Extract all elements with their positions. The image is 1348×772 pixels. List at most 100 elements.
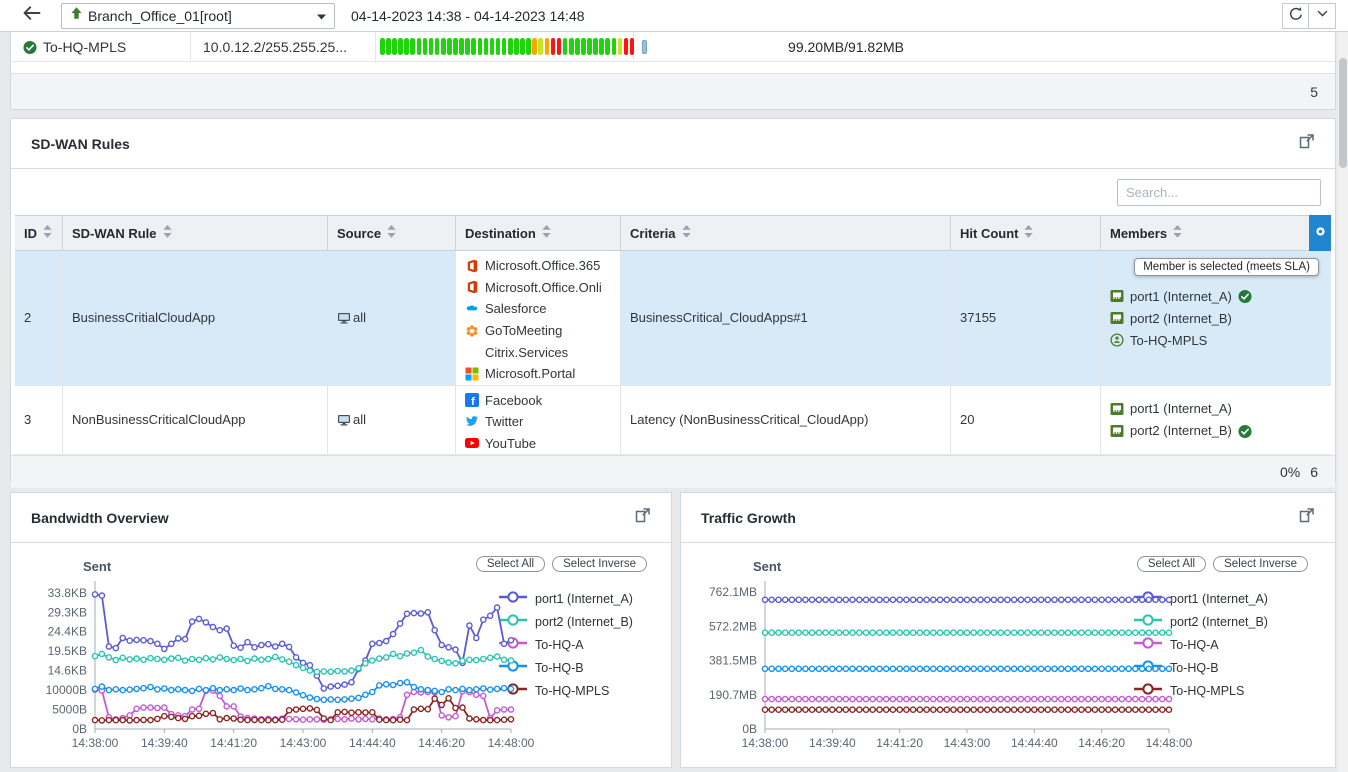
column-settings-button[interactable] [1309,215,1331,251]
table-header-row: ID SD-WAN Rule Source Destination Criteria Hi… [15,215,1331,251]
select-inverse-button[interactable]: Select Inverse [552,556,647,572]
office-icon [465,280,479,294]
led-segment [532,38,537,55]
led-segment [447,38,452,55]
svg-text:0B: 0B [742,722,757,736]
member-label: port2 (Internet_B) [1130,423,1232,439]
led-segment [514,38,519,55]
toolbar: Branch_Office_01[root] 04-14-2023 14:38 … [0,0,1348,32]
caret-down-icon [317,7,326,25]
column-header-id[interactable]: ID [15,216,63,250]
led-segment [568,38,574,55]
vertical-scrollbar[interactable] [1338,32,1348,772]
legend-marker-icon [498,613,528,630]
legend-item[interactable]: To-HQ-A [1133,633,1268,656]
legend-buttons: Select All Select Inverse [1136,556,1308,572]
table-row[interactable]: 2 BusinessCritialCloudApp all Microsoft.Off… [15,251,1331,386]
destination-item: Citrix.Services [465,341,602,363]
svg-text:14:44:40: 14:44:40 [1011,736,1058,750]
legend-label: To-HQ-A [535,637,584,652]
legend-item[interactable]: port2 (Internet_B) [1133,610,1268,633]
svg-text:14:46:20: 14:46:20 [1078,736,1125,750]
line-chart[interactable]: 0B 190.7MB 381.5MB 572.2MB 762.1MB 14:38:00 14… [681,571,1331,768]
member-item: port1 (Internet_A) [1110,398,1232,420]
svg-text:14:38:00: 14:38:00 [742,736,789,750]
line-chart[interactable]: 0B 5000B 10000B 14.6KB 19.5KB 24.4KB 29.3KB 33.… [11,571,669,768]
led-bar [380,38,635,55]
svg-text:24.4KB: 24.4KB [48,625,87,639]
device-selector-dropdown[interactable]: Branch_Office_01[root] [61,2,335,29]
search-input[interactable] [1117,179,1321,206]
svg-text:14:43:00: 14:43:00 [280,736,327,750]
column-header-criteria[interactable]: Criteria [621,216,951,250]
member-item: port1 (Internet_A) [1110,285,1252,307]
traffic-growth-panel: Traffic Growth Sent Select All Select Inv… [680,492,1336,768]
back-button[interactable] [22,5,41,26]
scrollbar-thumb[interactable] [1339,58,1347,168]
legend-label: To-HQ-B [535,660,584,675]
blank-icon [465,345,479,359]
column-header-sd-wan-rule[interactable]: SD-WAN Rule [63,216,328,250]
destination-label: Twitter [485,414,524,430]
legend-label: port2 (Internet_B) [1170,614,1268,629]
status-up-icon [23,40,37,54]
g2m-icon [465,324,479,338]
open-in-new-window-button[interactable] [1298,133,1315,155]
column-header-hit-count[interactable]: Hit Count [951,216,1101,250]
column-header-source[interactable]: Source [328,216,456,250]
destination-label: Microsoft.Portal [485,366,576,382]
open-in-new-window-button[interactable] [634,507,651,529]
legend-label: port2 (Internet_B) [535,614,633,629]
column-header-destination[interactable]: Destination [456,216,621,250]
salesforce-icon [465,302,479,316]
led-segment [428,38,434,55]
led-segment [575,38,580,55]
column-label: SD-WAN Rule [72,225,157,241]
volume-text: 99.20MB/91.82MB [788,38,904,55]
led-segment [471,38,476,55]
destination-item: Salesforce [465,298,602,320]
y-axis-title: Sent [83,559,112,574]
select-all-button[interactable]: Select All [1136,556,1207,572]
cell-members: Member is selected (meets SLA) port1 (Int… [1101,251,1331,386]
led-segment [526,38,531,55]
legend-label: To-HQ-B [1170,660,1219,675]
member-item: port2 (Internet_B) [1110,420,1252,442]
external-link-icon [634,507,651,529]
destination-item: Microsoft.Office.365 [465,255,602,277]
table-row[interactable]: To-HQ-MPLS 10.0.12.2/255.255.25... 99.20… [11,32,1335,62]
refresh-button[interactable] [1282,3,1309,29]
led-segment [489,38,495,55]
legend-item[interactable]: port2 (Internet_B) [498,610,633,633]
port-icon [1110,289,1124,303]
port-icon [1110,424,1124,438]
svg-text:14:48:00: 14:48:00 [488,736,535,750]
led-segment [422,38,428,55]
column-header-members[interactable]: Members [1101,216,1331,250]
led-segment [520,38,525,55]
member-label: port2 (Internet_B) [1130,310,1232,326]
table-row[interactable]: 3 NonBusinessCriticalCloudApp all f Facebook… [15,385,1331,456]
column-label: Hit Count [960,225,1019,241]
column-label: ID [24,225,37,241]
date-range[interactable]: 04-14-2023 14:38 - 04-14-2023 14:48 [351,7,585,24]
open-in-new-window-button[interactable] [1298,507,1315,529]
led-segment [593,38,598,55]
select-all-button[interactable]: Select All [475,556,546,572]
toolbar-more-button[interactable] [1309,3,1336,29]
volume-bar [642,39,647,54]
led-segment [483,38,489,55]
port-icon [1110,402,1124,416]
chart-legend: port1 (Internet_A) port2 (Internet_B) To-H… [1133,587,1268,702]
led-segment [556,38,562,55]
select-inverse-button[interactable]: Select Inverse [1213,556,1308,572]
column-label: Source [337,225,382,241]
legend-item[interactable]: port1 (Internet_A) [498,587,633,610]
footer-count: 6 [1310,464,1318,481]
row-count: 5 [1310,83,1318,100]
destination-item: Twitter [465,411,542,433]
svg-text:14:41:20: 14:41:20 [876,736,923,750]
legend-item[interactable]: To-HQ-MPLS [1133,679,1268,702]
destination-item: YouTube [465,433,542,455]
